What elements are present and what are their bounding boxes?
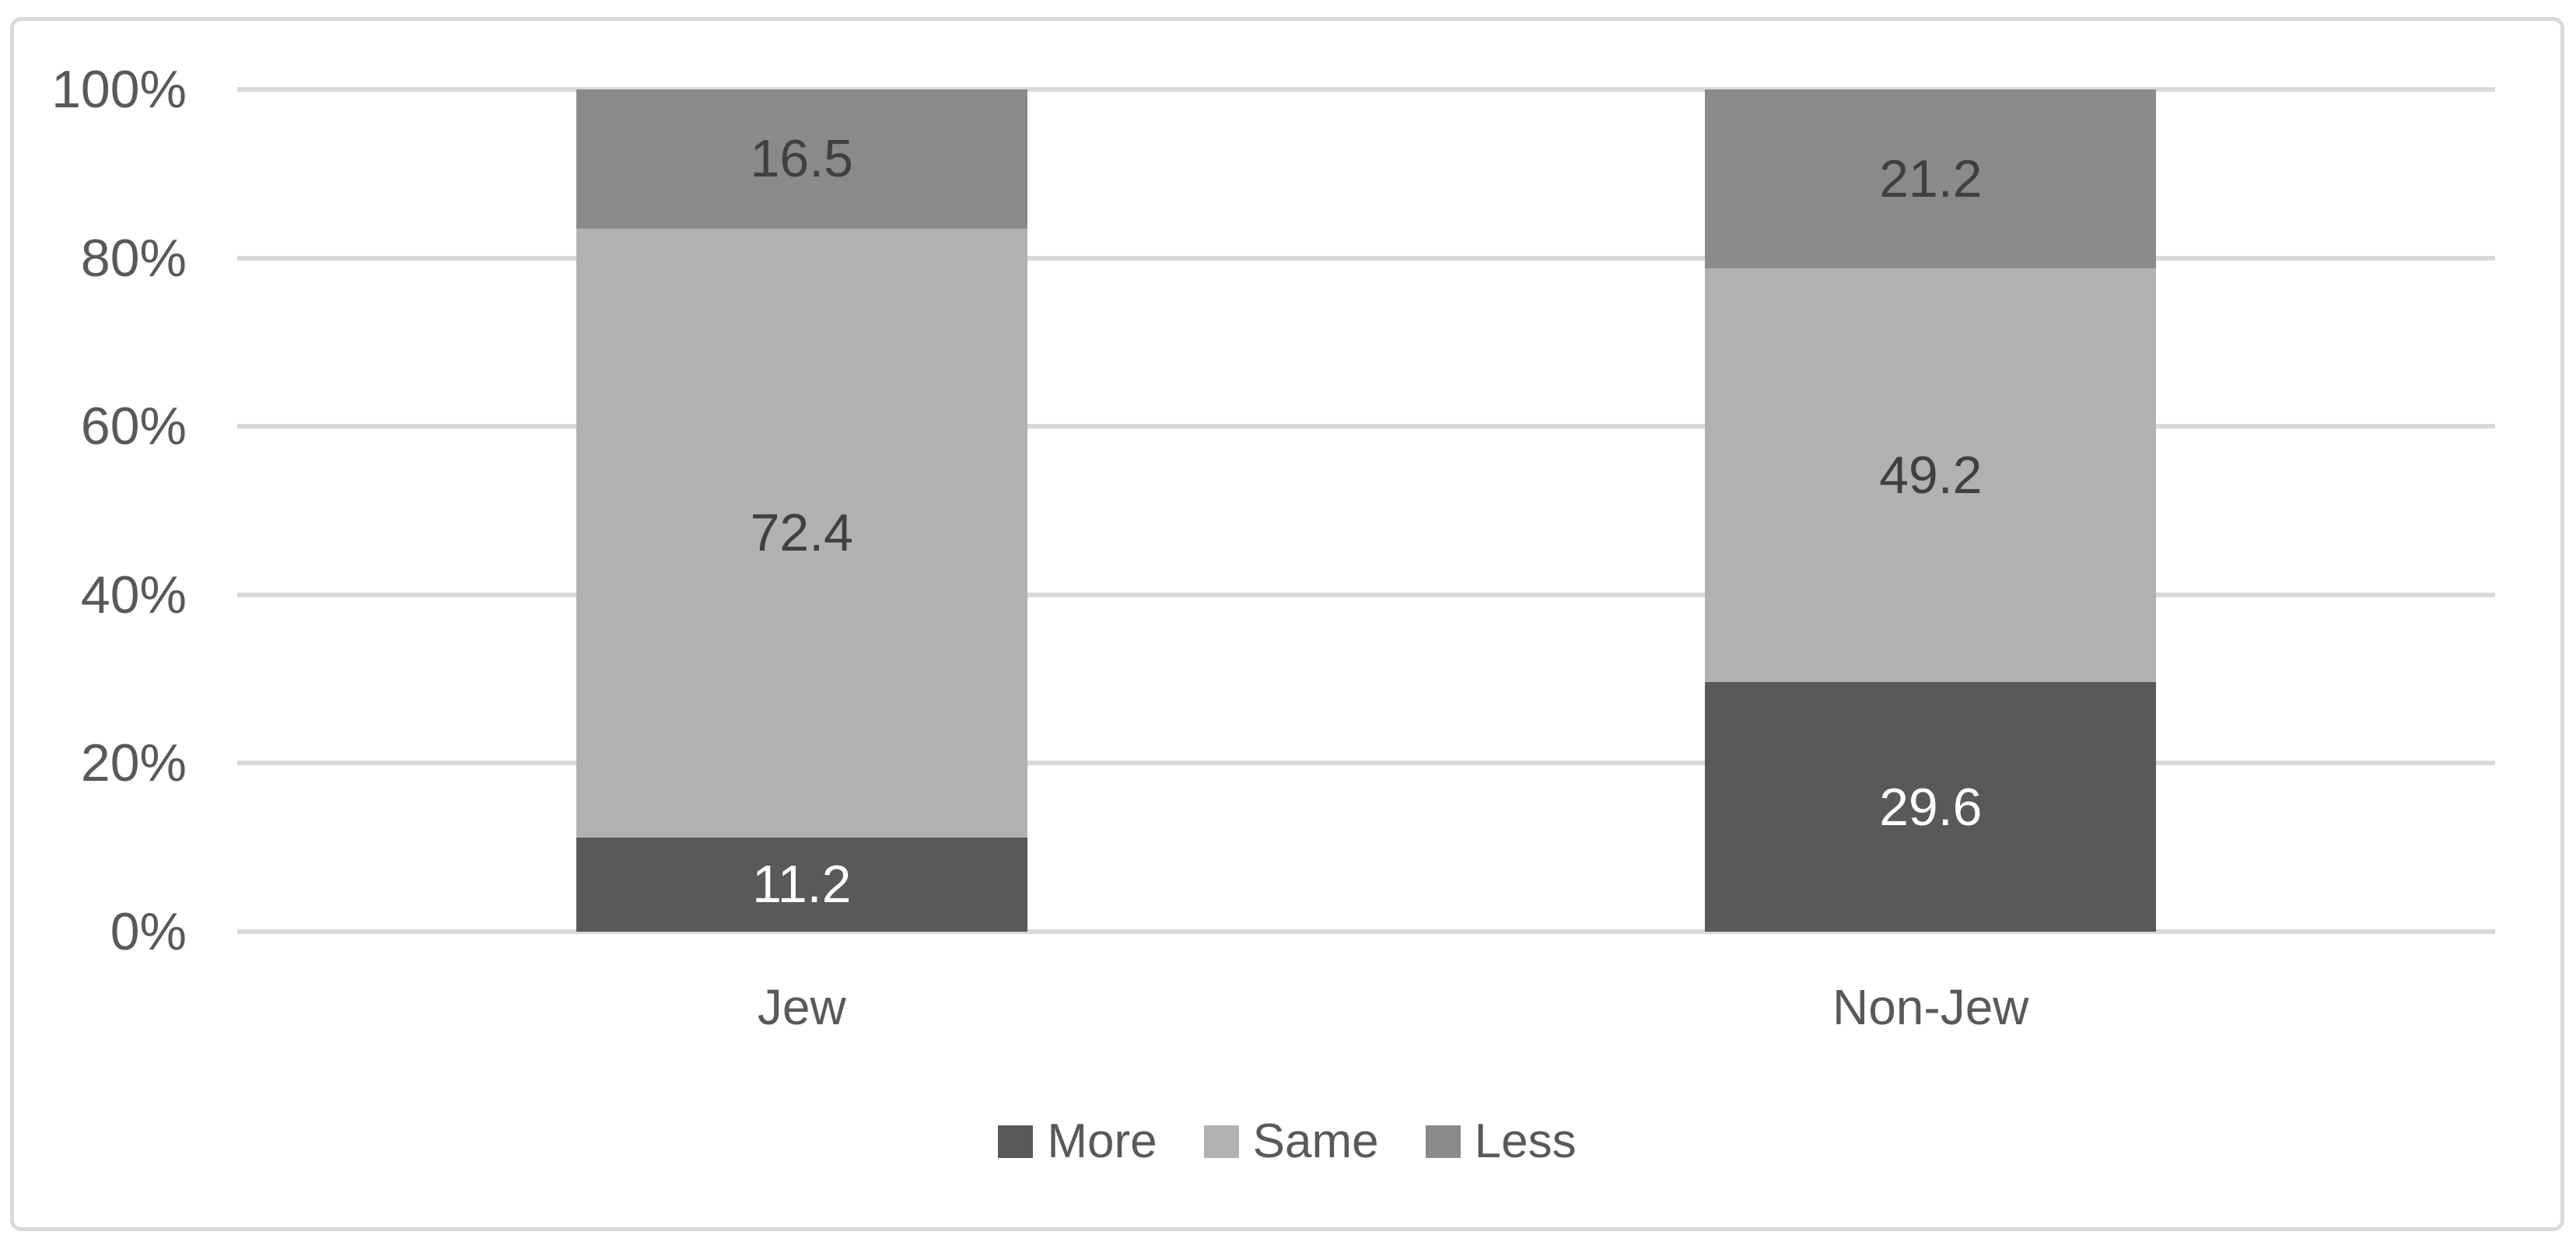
y-tick-label-0: 0% — [110, 902, 187, 961]
data-label-jew-less: 16.5 — [750, 129, 853, 189]
legend-item-less: Less — [1425, 1114, 1577, 1168]
bar-segment-non-jew-more: 29.6 — [1705, 682, 2157, 932]
y-tick-label-60: 60% — [80, 397, 187, 457]
legend-label-same: Same — [1252, 1114, 1379, 1168]
y-tick-label-80: 80% — [80, 228, 187, 288]
y-tick-label-40: 40% — [80, 565, 187, 624]
bar-jew: 11.2 72.4 16.5 — [576, 89, 1027, 932]
gridline-100 — [237, 87, 2495, 92]
gridline-0 — [237, 929, 2495, 934]
y-tick-label-100: 100% — [51, 60, 187, 119]
y-tick-label-20: 20% — [80, 733, 187, 793]
bar-segment-jew-same: 72.4 — [576, 228, 1027, 838]
category-label-non-jew: Non-Jew — [1832, 979, 2029, 1035]
legend-item-more: More — [998, 1118, 1157, 1166]
bar-non-jew: 29.6 49.2 21.2 — [1705, 89, 2157, 932]
legend-swatch-same — [1203, 1125, 1239, 1158]
legend-swatch-less — [1425, 1125, 1461, 1158]
bar-segment-jew-less: 16.5 — [576, 89, 1027, 229]
gridline-20 — [237, 761, 2495, 766]
bar-segment-jew-more: 11.2 — [576, 837, 1027, 932]
data-label-non-jew-more: 29.6 — [1879, 777, 1983, 837]
gridline-80 — [237, 255, 2495, 261]
gridline-40 — [237, 592, 2495, 597]
chart-frame — [10, 17, 2564, 1231]
bar-segment-non-jew-same: 49.2 — [1705, 268, 2157, 683]
gridline-60 — [237, 424, 2495, 429]
legend: More Same Less — [10, 1118, 2564, 1166]
data-label-jew-same: 72.4 — [750, 503, 853, 563]
legend-label-less: Less — [1474, 1114, 1577, 1168]
legend-label-more: More — [1047, 1114, 1157, 1168]
bar-segment-non-jew-less: 21.2 — [1705, 89, 2157, 268]
data-label-non-jew-same: 49.2 — [1879, 446, 1983, 506]
category-label-jew: Jew — [757, 979, 846, 1035]
legend-item-same: Same — [1203, 1114, 1379, 1168]
data-label-jew-more: 11.2 — [752, 855, 852, 915]
data-label-non-jew-less: 21.2 — [1879, 149, 1983, 208]
legend-swatch-more — [998, 1125, 1034, 1158]
